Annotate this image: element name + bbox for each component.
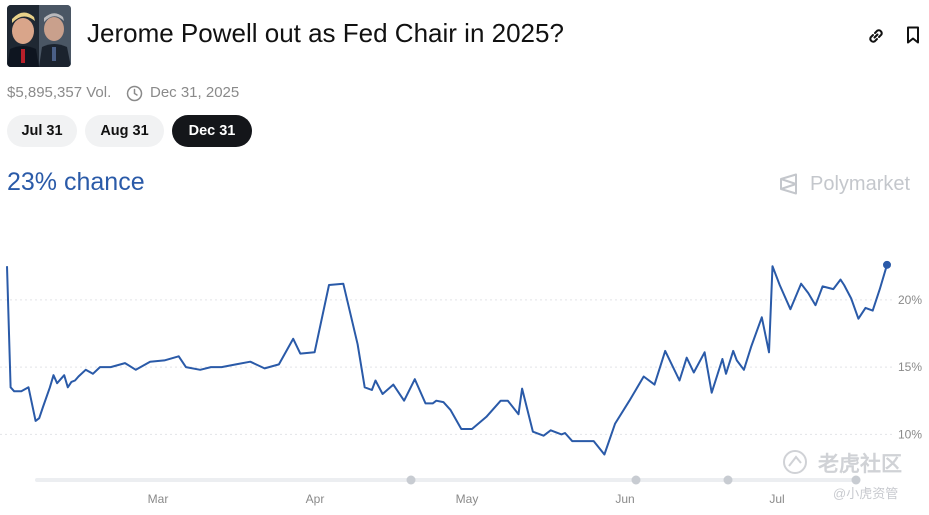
x-tick-label: Mar — [148, 492, 169, 506]
portrait-image — [7, 5, 71, 67]
series-line — [6, 264, 888, 456]
x-axis: Mar Apr May Jun Jul — [35, 475, 861, 506]
current-value-dot — [883, 260, 891, 269]
chart-grid — [0, 299, 893, 435]
tab-jul-31[interactable]: Jul 31 — [7, 115, 77, 147]
y-tick-label: 10% — [898, 427, 922, 441]
brand-name: Polymarket — [810, 172, 911, 195]
x-tick-label: Apr — [306, 492, 325, 506]
x-tick-label: Jul — [769, 492, 784, 506]
scrubber-marker[interactable] — [851, 475, 861, 485]
volume-text: $5,895,357 Vol. — [7, 84, 112, 101]
market-thumbnail — [7, 5, 71, 67]
market-title: Jerome Powell out as Fed Chair in 2025? — [87, 18, 564, 48]
watermark-main: 老虎社区 — [818, 452, 902, 476]
scrubber-marker[interactable] — [406, 475, 416, 485]
clock-icon — [126, 85, 143, 102]
tab-dec-31[interactable]: Dec 31 — [172, 115, 252, 147]
tab-aug-31[interactable]: Aug 31 — [85, 115, 164, 147]
end-date-text: Dec 31, 2025 — [150, 84, 240, 101]
scrubber-marker[interactable] — [723, 475, 733, 485]
scrubber-marker[interactable] — [631, 475, 641, 485]
link-icon[interactable] — [866, 26, 886, 46]
polymarket-logo-icon — [780, 173, 797, 195]
y-tick-label: 15% — [898, 360, 922, 374]
price-chart[interactable]: Mar Apr May Jun Jul 10% 15% 20% 老虎社区 @小虎资管 — [0, 238, 929, 515]
watermark-logo-icon — [783, 450, 807, 474]
y-tick-label: 20% — [898, 293, 922, 307]
x-tick-label: Jun — [615, 492, 634, 506]
chance-value: 23% chance — [7, 168, 145, 196]
y-axis: 10% 15% 20% — [898, 293, 922, 442]
series-points — [6, 264, 888, 455]
watermark-sub: @小虎资管 — [833, 486, 898, 501]
time-scrubber-track — [35, 478, 855, 482]
x-tick-label: May — [456, 492, 479, 506]
polymarket-brand: Polymarket — [777, 169, 910, 199]
bookmark-icon[interactable] — [903, 25, 923, 45]
